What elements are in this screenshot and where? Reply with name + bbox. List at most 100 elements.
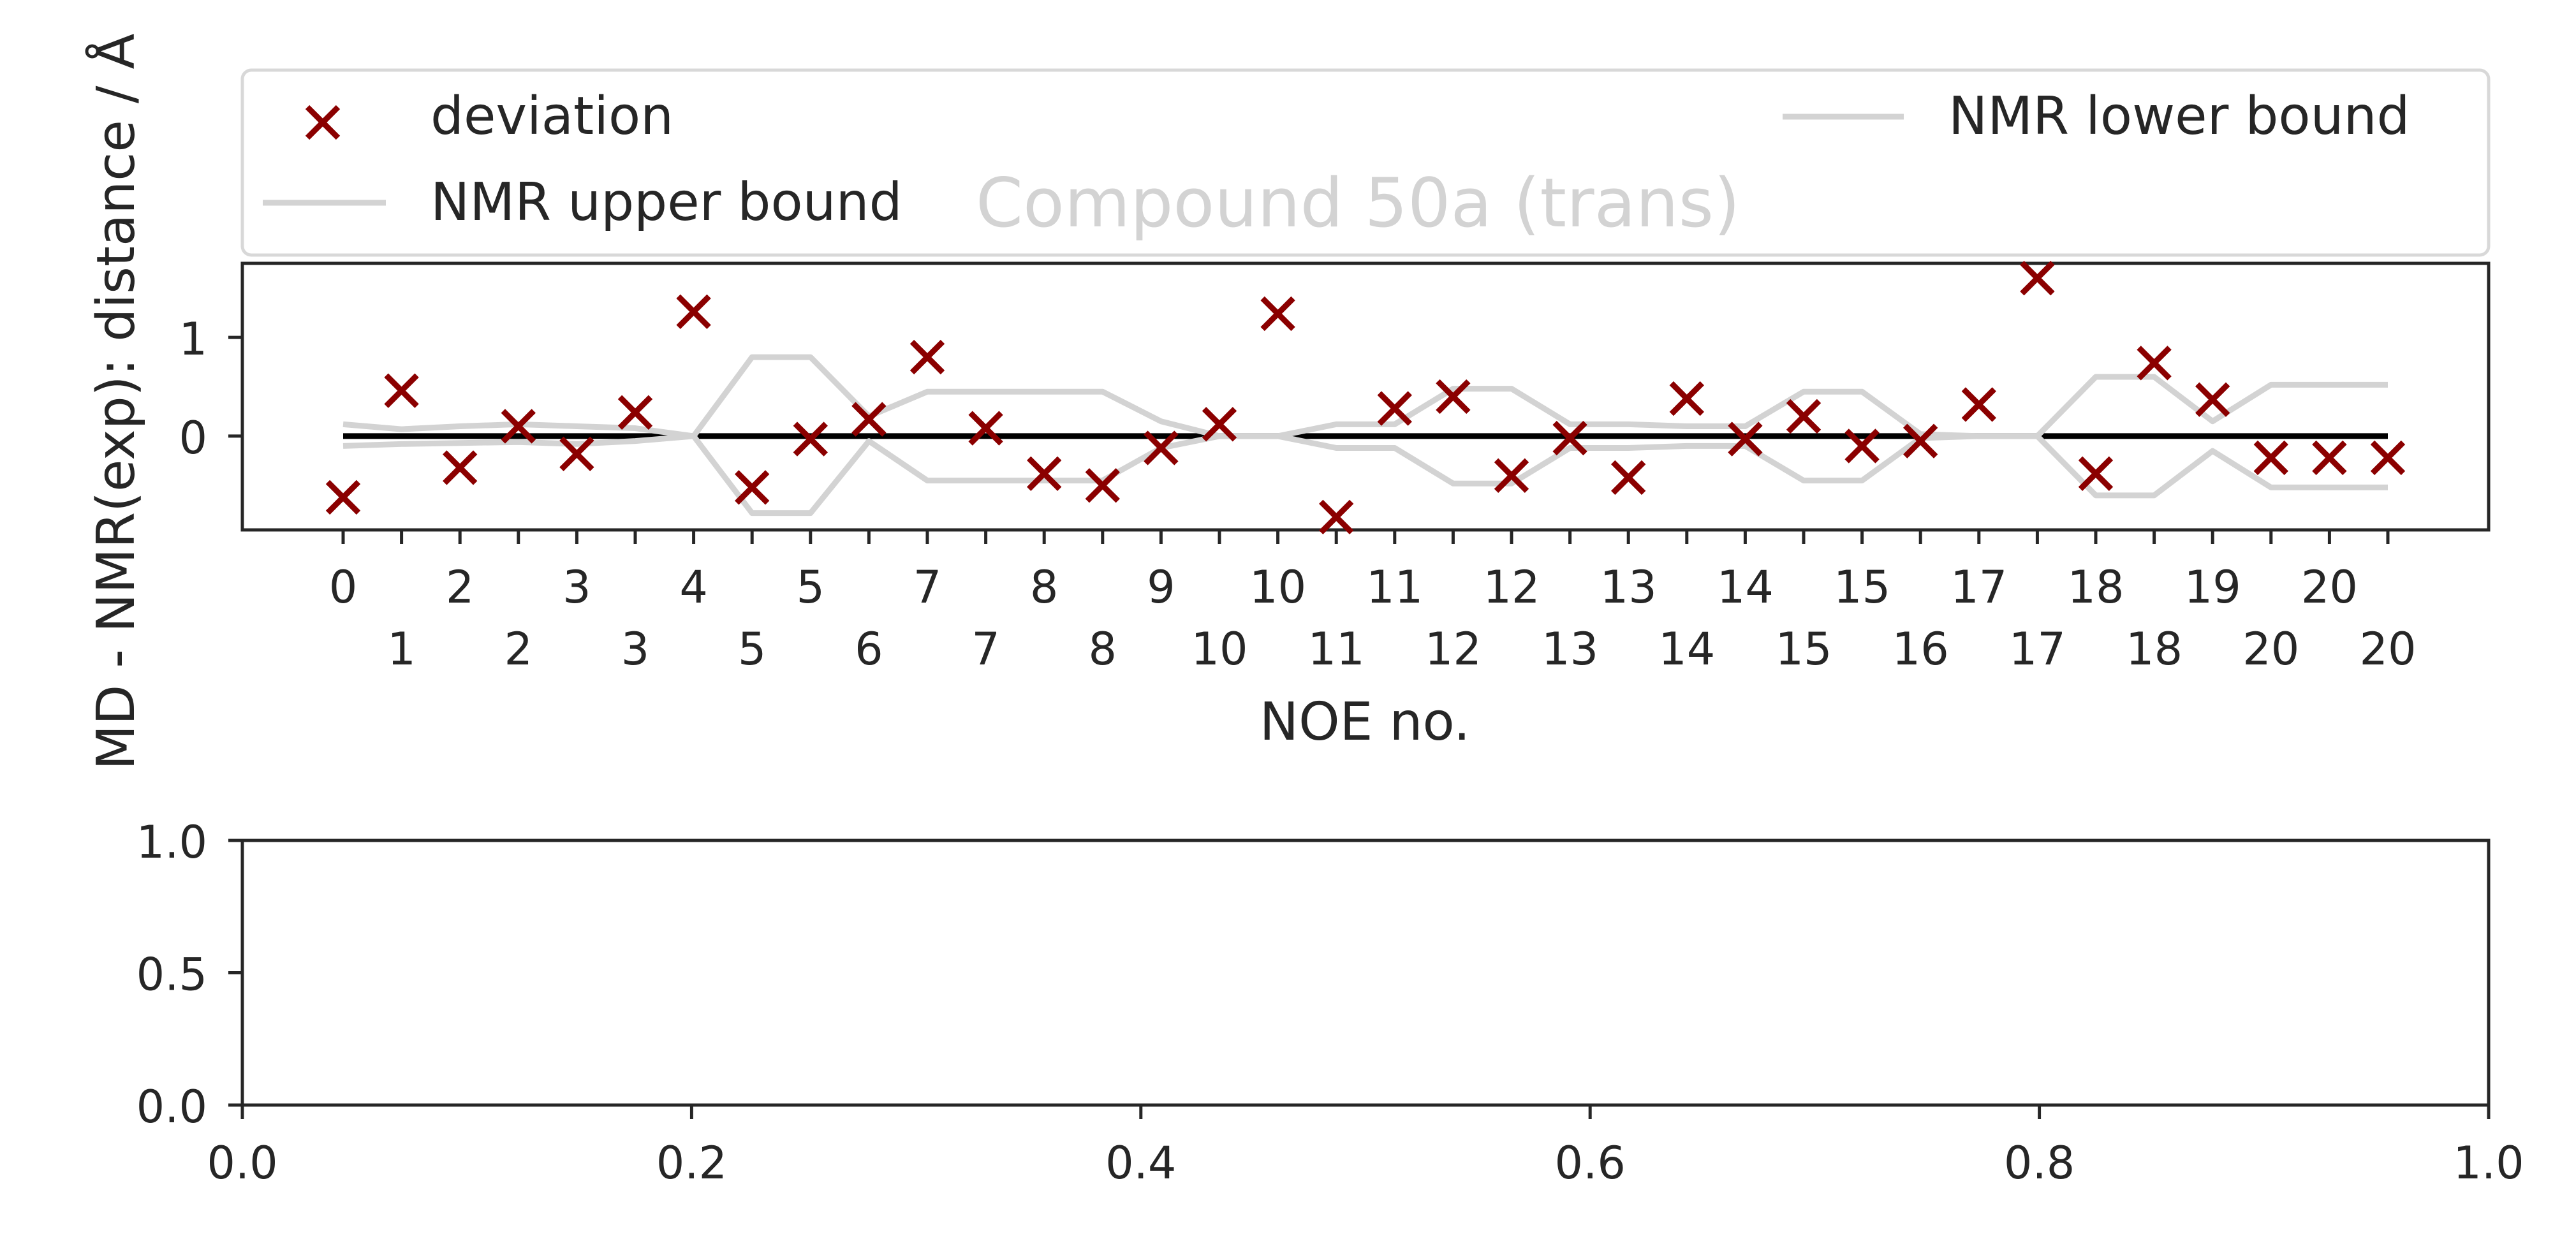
x-tick-label: 19 <box>2184 561 2241 613</box>
empty-plot-y-ticks: 0.0 0.5 1.0 <box>136 816 242 1133</box>
deviation-point <box>1552 420 1587 456</box>
deviation-point <box>2195 382 2230 417</box>
x-tick-label: 12 <box>1483 561 1540 613</box>
x-tick-label: 9 <box>1147 561 1175 613</box>
x-tick-label: 10 <box>1191 623 1248 675</box>
x-tick-label: 8 <box>1030 561 1059 613</box>
x-tick-label: 15 <box>1834 561 1890 613</box>
x-tick-label: 3 <box>621 623 650 675</box>
deviation-point <box>1844 429 1880 464</box>
deviation-point <box>735 470 770 505</box>
y-axis-ticks: 01 <box>179 313 242 464</box>
deviation-point <box>2370 440 2406 476</box>
x-tick-label: 15 <box>1775 623 1832 675</box>
x-tick-label: 0.2 <box>656 1137 727 1189</box>
x-tick-label: 2 <box>446 561 475 613</box>
deviation-point <box>1903 423 1938 458</box>
deviation-point <box>1436 379 1471 414</box>
x-tick-label: 20 <box>2359 623 2416 675</box>
x-tick-label: 1 <box>387 623 416 675</box>
deviation-point <box>1319 499 1354 535</box>
deviation-point <box>384 373 419 408</box>
x-tick-label: 14 <box>1658 623 1715 675</box>
x-tick-label: 17 <box>1950 561 2007 613</box>
y-tick-label: 0.5 <box>136 949 207 1001</box>
deviation-point <box>1728 421 1763 457</box>
deviation-point <box>909 339 945 375</box>
x-tick-label: 3 <box>563 561 591 613</box>
x-axis-label: NOE no. <box>1260 692 1471 752</box>
deviation-point <box>793 421 828 457</box>
x-tick-label: 0.0 <box>207 1137 277 1189</box>
deviation-point <box>2078 456 2114 491</box>
deviation-point <box>443 450 478 485</box>
deviation-point <box>1786 399 1822 434</box>
deviation-point <box>617 395 653 430</box>
legend-label-lower-bound: NMR lower bound <box>1948 86 2410 147</box>
legend-box <box>240 68 2491 257</box>
x-tick-label: 20 <box>2301 561 2358 613</box>
deviation-point <box>851 402 887 437</box>
x-tick-label: 5 <box>738 623 767 675</box>
x-tick-label: 17 <box>2009 623 2066 675</box>
y-axis-label: MD - NMR(exp): distance / Å <box>85 33 147 770</box>
deviation-point <box>2020 261 2055 296</box>
deviation-point <box>968 411 1003 446</box>
y-tick-label: 0 <box>179 412 207 464</box>
deviation-point <box>1202 407 1237 442</box>
x-tick-label: 20 <box>2242 623 2299 675</box>
y-tick-label: 0.0 <box>136 1081 207 1133</box>
x-tick-label: 11 <box>1308 623 1365 675</box>
x-axis-ticks: 0122334556778891010111112121313141415151… <box>329 530 2417 675</box>
legend-marker-deviation <box>305 105 341 140</box>
y-tick-label: 1.0 <box>136 816 207 868</box>
x-tick-label: 0.6 <box>1555 1137 1626 1189</box>
x-tick-label: 1.0 <box>2453 1137 2524 1189</box>
y-tick-label: 1 <box>179 313 207 365</box>
x-tick-label: 10 <box>1249 561 1306 613</box>
deviation-point <box>1027 456 1062 491</box>
deviation-point <box>501 409 536 444</box>
x-tick-label: 12 <box>1425 623 1482 675</box>
empty-plot: 0.0 0.5 1.0 0.0 0.2 0.4 0.6 0.8 1.0 <box>136 816 2524 1189</box>
nmr-bounds <box>342 354 2388 517</box>
legend: deviation NMR lower bound NMR upper boun… <box>240 68 2491 257</box>
deviation-markers <box>325 261 2406 535</box>
x-tick-label: 11 <box>1366 561 1423 613</box>
x-tick-label: 4 <box>679 561 708 613</box>
x-tick-label: 5 <box>797 561 825 613</box>
deviation-point <box>1377 391 1412 426</box>
empty-plot-x-ticks: 0.0 0.2 0.4 0.6 0.8 1.0 <box>207 1105 2524 1189</box>
deviation-point <box>1669 381 1704 416</box>
plot-area-frame <box>240 261 2491 532</box>
deviation-point <box>1494 458 1529 494</box>
deviation-point <box>1085 468 1120 503</box>
deviation-point <box>2137 346 2172 381</box>
legend-label-upper-bound: NMR upper bound <box>431 172 902 233</box>
x-tick-label: 0.4 <box>1105 1137 1176 1189</box>
deviation-point <box>1611 460 1646 495</box>
chart-title: Compound 50a (trans) <box>976 164 1740 242</box>
x-tick-label: 0 <box>329 561 358 613</box>
x-tick-label: 0.8 <box>2004 1137 2075 1189</box>
deviation-point <box>2312 440 2347 476</box>
deviation-point <box>1961 387 1996 422</box>
deviation-point <box>559 436 594 471</box>
x-tick-label: 14 <box>1717 561 1774 613</box>
x-tick-label: 7 <box>913 561 942 613</box>
x-tick-label: 7 <box>971 623 1000 675</box>
x-tick-label: 6 <box>855 623 883 675</box>
deviation-point <box>676 294 711 330</box>
nmr-lower-bound-line <box>342 433 2388 517</box>
legend-label-deviation: deviation <box>431 86 673 147</box>
x-tick-label: 13 <box>1542 623 1598 675</box>
deviation-point <box>1144 430 1179 465</box>
x-tick-label: 2 <box>504 623 533 675</box>
empty-plot-frame <box>240 839 2491 1107</box>
deviation-point <box>2253 440 2288 476</box>
x-tick-label: 13 <box>1600 561 1657 613</box>
noe-deviation-plot: MD - NMR(exp): distance / Å 01 012233455… <box>85 33 2491 770</box>
x-tick-label: 16 <box>1892 623 1949 675</box>
